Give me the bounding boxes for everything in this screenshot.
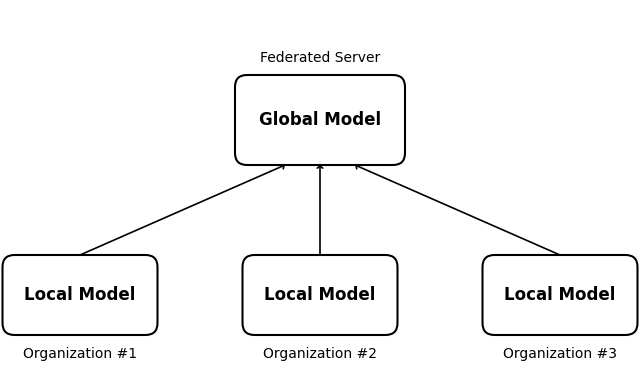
- Text: Local Model: Local Model: [24, 286, 136, 304]
- Text: Federated Server: Federated Server: [260, 51, 380, 65]
- FancyBboxPatch shape: [483, 255, 637, 335]
- FancyBboxPatch shape: [243, 255, 397, 335]
- FancyBboxPatch shape: [235, 75, 405, 165]
- Text: Organization #2: Organization #2: [263, 347, 377, 361]
- Text: Organization #3: Organization #3: [503, 347, 617, 361]
- FancyBboxPatch shape: [3, 255, 157, 335]
- Text: Local Model: Local Model: [264, 286, 376, 304]
- Text: Organization #1: Organization #1: [23, 347, 137, 361]
- Text: Local Model: Local Model: [504, 286, 616, 304]
- Text: Global Model: Global Model: [259, 111, 381, 129]
